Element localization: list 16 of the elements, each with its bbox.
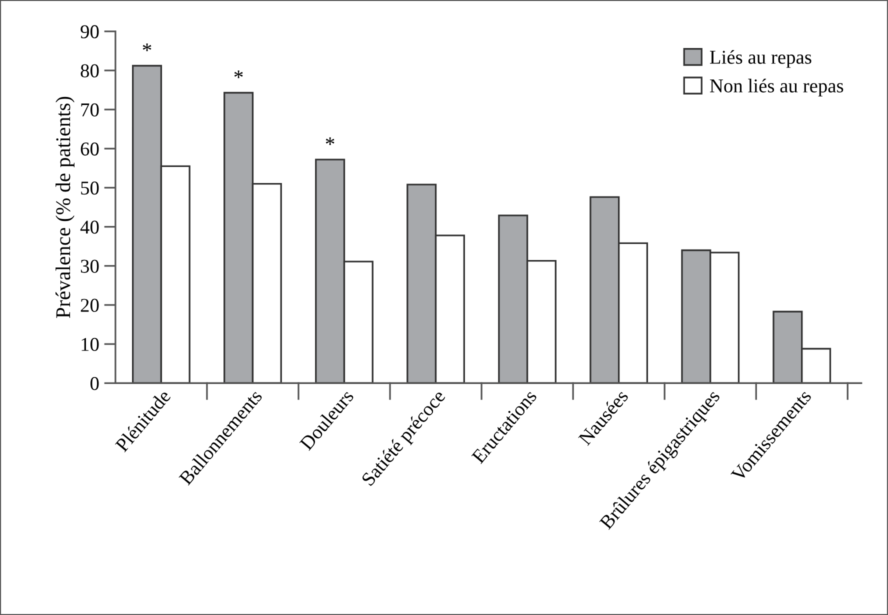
y-tick-label: 70: [81, 103, 99, 116]
annotation: *: [326, 137, 334, 145]
annotation: *: [234, 70, 243, 78]
y-tick-label: 90: [80, 25, 99, 38]
legend-label: Non liés au repas: [710, 78, 844, 96]
y-tick-label: 60: [80, 142, 99, 156]
y-axis-title: Prévalence (% de patients): [56, 96, 74, 318]
y-tick-label: 20: [80, 298, 99, 312]
y-tick-label: 50: [81, 182, 99, 195]
y-tick-label: 10: [82, 338, 99, 351]
y-tick-label: 30: [80, 260, 99, 273]
y-tick-label: 80: [80, 64, 99, 78]
legend-label: Liés au repas: [710, 50, 812, 68]
y-tick-label: 0: [90, 376, 99, 390]
y-tick-label: 40: [80, 220, 99, 234]
annotation: *: [142, 44, 152, 52]
